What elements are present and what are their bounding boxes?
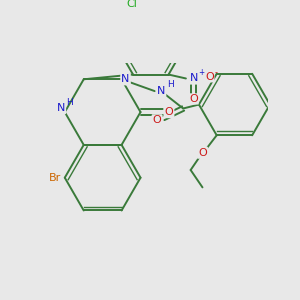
Text: O: O xyxy=(198,148,207,158)
Text: O: O xyxy=(165,107,173,117)
Text: +: + xyxy=(198,68,204,77)
Text: O: O xyxy=(205,72,214,82)
Text: O: O xyxy=(153,115,161,125)
Text: Br: Br xyxy=(49,173,62,183)
Text: N: N xyxy=(190,74,198,83)
Text: H: H xyxy=(167,80,174,89)
Text: N: N xyxy=(157,86,165,96)
Text: N: N xyxy=(122,74,130,84)
Text: Cl: Cl xyxy=(126,0,137,9)
Text: -: - xyxy=(214,68,218,77)
Text: O: O xyxy=(189,94,198,104)
Text: H: H xyxy=(66,98,73,107)
Text: N: N xyxy=(57,103,65,113)
